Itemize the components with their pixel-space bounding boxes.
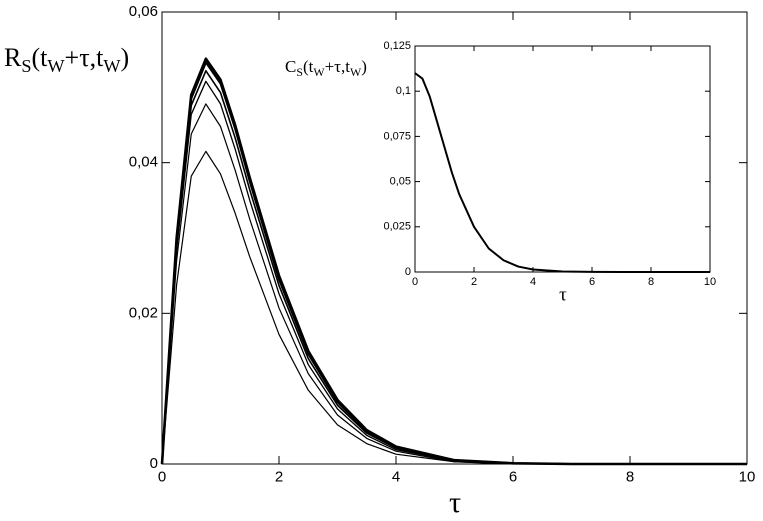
x-tick-label: 2 bbox=[275, 468, 283, 485]
x-axis-label: τ bbox=[559, 284, 567, 305]
y-axis-label-part: +τ,t bbox=[65, 43, 105, 72]
data-line bbox=[161, 150, 747, 465]
x-tick-label: 6 bbox=[509, 468, 517, 485]
y-tick-label: 0,05 bbox=[390, 176, 411, 188]
y-tick-label: 0,1 bbox=[396, 85, 411, 97]
x-tick-label: 4 bbox=[392, 468, 400, 485]
y-axis-label-part: ) bbox=[121, 43, 130, 72]
y-tick-label: 0,125 bbox=[383, 40, 411, 52]
y-axis-label-subscript: S bbox=[296, 65, 303, 79]
y-axis-label-subscript: S bbox=[21, 56, 31, 76]
y-tick-label: 0,06 bbox=[129, 3, 158, 20]
data-line bbox=[414, 72, 710, 273]
y-axis-label-part: (t bbox=[31, 43, 48, 72]
y-tick-label: 0,025 bbox=[383, 221, 411, 233]
y-tick-label: 0,075 bbox=[383, 130, 411, 142]
y-axis-label-subscript: W bbox=[313, 65, 325, 79]
x-tick-label: 8 bbox=[626, 468, 634, 485]
y-axis-label-subscript: W bbox=[103, 56, 121, 76]
x-tick-label: 0 bbox=[412, 276, 418, 288]
y-axis-label: CS(tW+τ,tW) bbox=[285, 57, 367, 79]
x-axis-label: τ bbox=[449, 486, 461, 519]
x-tick-label: 4 bbox=[530, 276, 536, 288]
x-tick-label: 10 bbox=[704, 276, 716, 288]
y-axis-label-part: +τ,t bbox=[325, 57, 351, 76]
plot-frame bbox=[414, 45, 711, 273]
x-tick-label: 6 bbox=[589, 276, 595, 288]
x-tick-label: 10 bbox=[739, 468, 756, 485]
y-tick-label: 0 bbox=[150, 455, 158, 472]
y-axis-label-subscript: W bbox=[47, 56, 65, 76]
x-tick-label: 8 bbox=[648, 276, 654, 288]
y-tick-label: 0,04 bbox=[129, 154, 158, 171]
y-axis-label-part: (t bbox=[303, 57, 314, 76]
y-axis-label-part: C bbox=[285, 57, 296, 76]
x-tick-label: 2 bbox=[471, 276, 477, 288]
y-axis-label-part: R bbox=[4, 43, 22, 72]
x-tick-label: 0 bbox=[158, 468, 166, 485]
y-tick-label: 0 bbox=[405, 266, 411, 278]
y-tick-label: 0,02 bbox=[129, 304, 158, 321]
y-axis-label-part: ) bbox=[361, 57, 367, 76]
y-axis-label: RS(tW+τ,tW) bbox=[4, 43, 129, 76]
y-axis-label-subscript: W bbox=[350, 65, 362, 79]
